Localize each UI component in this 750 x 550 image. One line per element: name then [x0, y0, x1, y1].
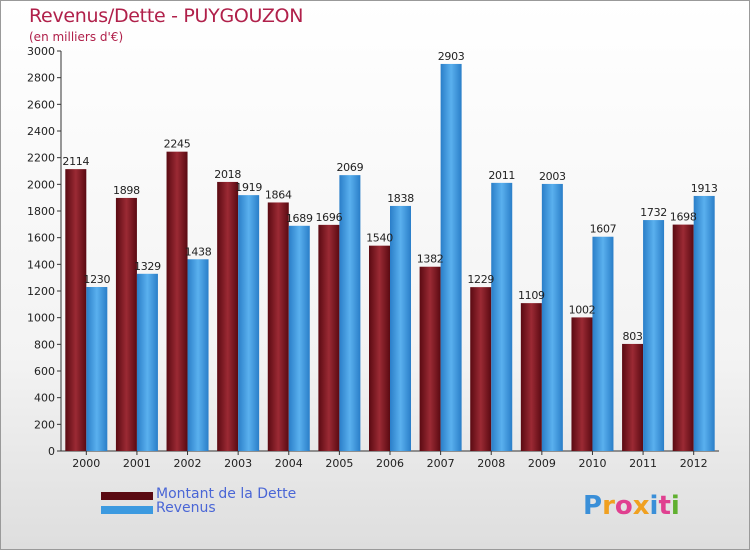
data-label-dette: 1698: [670, 211, 697, 224]
bar-dette: [115, 197, 137, 451]
chart-subtitle: (en milliers d'€): [29, 30, 124, 44]
bar-dette: [369, 245, 390, 451]
bar-revenus: [187, 259, 209, 451]
data-label-revenus: 1607: [590, 223, 617, 236]
y-tick-label: 2400: [27, 125, 55, 138]
data-label-dette: 1696: [315, 211, 342, 224]
data-label-revenus: 1329: [134, 260, 161, 273]
data-label-dette: 1540: [366, 232, 393, 245]
data-label-dette: 2245: [164, 138, 191, 151]
x-tick-label: 2000: [72, 457, 100, 470]
bar-dette: [217, 181, 239, 451]
bar-dette: [622, 343, 644, 451]
data-label-dette: 1109: [518, 289, 545, 302]
logo-letter: P: [583, 491, 603, 521]
data-label-revenus: 1732: [640, 206, 667, 219]
bars-group: [65, 63, 715, 451]
bar-revenus: [541, 183, 563, 451]
y-tick-label: 1000: [27, 312, 55, 325]
legend-label-revenus: Revenus: [156, 500, 216, 516]
y-tick-label: 1400: [27, 258, 55, 271]
bar-revenus: [390, 205, 411, 451]
bar-dette: [470, 287, 492, 451]
proxiti-logo: Proxiti: [583, 491, 680, 521]
x-tick-label: 2003: [224, 457, 252, 470]
logo-letter: i: [649, 491, 659, 521]
bar-dette: [166, 151, 188, 451]
y-tick-label: 2600: [27, 98, 55, 111]
y-tick-label: 3000: [27, 45, 55, 58]
bar-revenus: [238, 195, 260, 451]
logo-letter: x: [632, 491, 650, 521]
x-tick-label: 2004: [275, 457, 303, 470]
y-tick-label: 800: [34, 338, 55, 351]
bar-dette: [267, 202, 289, 451]
logo-letter: r: [602, 491, 615, 521]
data-label-revenus: 1919: [235, 181, 262, 194]
data-label-revenus: 1689: [286, 212, 313, 225]
x-tick-label: 2006: [376, 457, 404, 470]
data-label-dette: 1002: [569, 303, 596, 316]
data-label-revenus: 2069: [336, 161, 363, 174]
bar-revenus: [86, 287, 108, 451]
bar-revenus: [440, 63, 462, 451]
x-tick-label: 2005: [325, 457, 353, 470]
bar-dette: [672, 224, 694, 451]
data-label-revenus: 2011: [488, 169, 515, 182]
y-tick-label: 1600: [27, 232, 55, 245]
y-tick-label: 1800: [27, 205, 55, 218]
data-label-revenus: 1838: [387, 192, 414, 205]
bar-revenus: [643, 220, 665, 451]
legend-swatch-revenus: [101, 506, 153, 514]
data-label-revenus: 1438: [185, 245, 212, 258]
x-tick-label: 2010: [578, 457, 606, 470]
data-label-dette: 1898: [113, 184, 140, 197]
data-label-dette: 803: [623, 330, 643, 343]
data-label-dette: 1382: [417, 253, 444, 266]
data-label-revenus: 2903: [438, 50, 465, 63]
y-tick-label: 400: [34, 392, 55, 405]
bar-dette: [318, 224, 340, 451]
x-tick-label: 2011: [629, 457, 657, 470]
x-tick-label: 2012: [680, 457, 708, 470]
legend-swatch-dette: [101, 492, 153, 500]
data-label-dette: 1864: [265, 188, 292, 201]
y-tick-label: 0: [48, 445, 55, 458]
y-tick-label: 600: [34, 365, 55, 378]
y-tick-label: 2000: [27, 178, 55, 191]
data-label-dette: 2114: [62, 155, 89, 168]
logo-letter: t: [658, 491, 671, 521]
data-label-revenus: 1913: [691, 182, 718, 195]
x-tick-label: 2009: [528, 457, 556, 470]
bar-dette: [520, 303, 542, 451]
y-tick-label: 2200: [27, 152, 55, 165]
bar-revenus: [491, 182, 513, 451]
logo-letter: o: [614, 491, 633, 521]
data-label-dette: 2018: [214, 168, 241, 181]
x-tick-label: 2001: [123, 457, 151, 470]
legend-label-dette: Montant de la Dette: [156, 486, 297, 502]
data-label-dette: 1229: [467, 273, 494, 286]
bar-revenus: [288, 225, 310, 451]
y-tick-label: 1200: [27, 285, 55, 298]
bar-revenus: [693, 195, 715, 451]
x-tick-label: 2007: [427, 457, 455, 470]
logo-letter: i: [670, 491, 680, 521]
bar-dette: [65, 169, 87, 451]
bar-revenus: [136, 273, 158, 451]
x-tick-label: 2008: [477, 457, 505, 470]
bar-dette: [419, 266, 441, 451]
bar-revenus: [339, 175, 361, 451]
bar-revenus: [592, 236, 614, 451]
bar-dette: [571, 317, 593, 451]
data-label-revenus: 2003: [539, 170, 566, 183]
chart-title: Revenus/Dette - PUYGOUZON: [29, 5, 304, 27]
x-tick-label: 2002: [174, 457, 202, 470]
data-label-revenus: 1230: [83, 273, 110, 286]
y-tick-label: 200: [34, 418, 55, 431]
y-tick-label: 2800: [27, 72, 55, 85]
